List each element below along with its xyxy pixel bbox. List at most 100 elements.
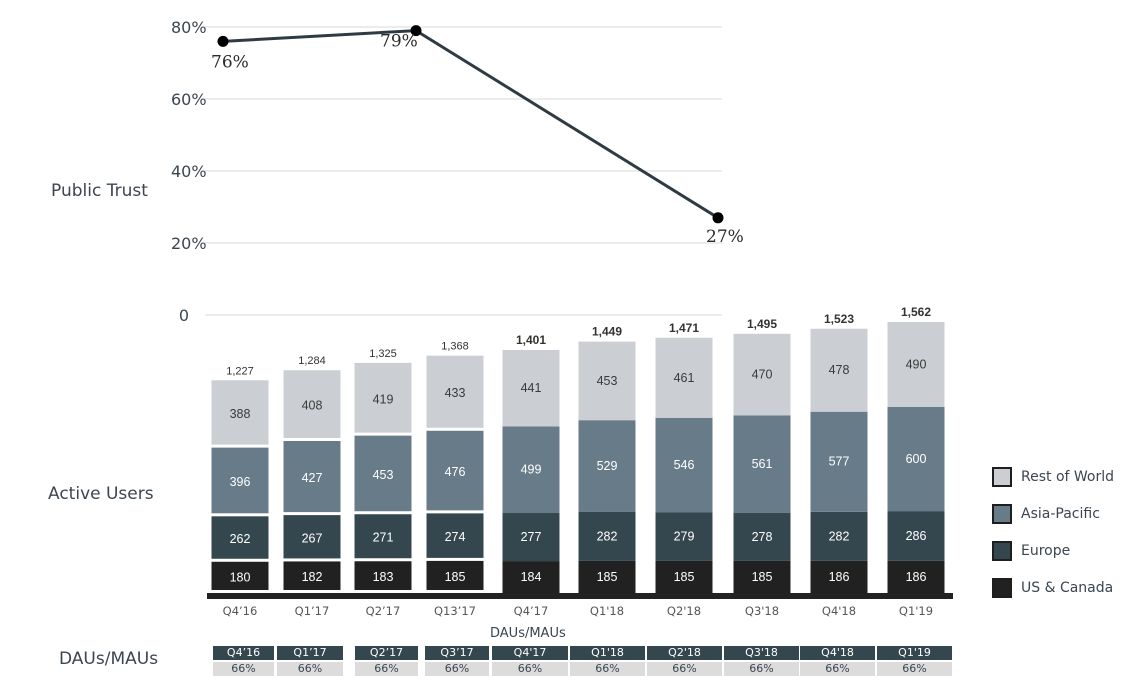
bar-segment-europe: [655, 512, 713, 561]
bar-segment-rest-of_world: [354, 362, 412, 433]
bar-segment-label: 499: [521, 463, 542, 477]
bar-segment-europe: [211, 516, 269, 559]
bar-segment-asia-pacific: [655, 417, 713, 513]
trust-line: [222, 29, 719, 220]
bar-segment-rest-of_world: [502, 349, 560, 427]
bar-segment-label: 490: [906, 358, 927, 372]
bar-total-label: 1,471: [669, 321, 699, 335]
dau-mau-label: DAUs/MAUs: [59, 649, 159, 669]
legend-label: US & Canada: [1021, 579, 1114, 596]
dau-mau-quarter: Q3’17: [425, 646, 489, 660]
x-tick-label: Q4’16: [223, 604, 258, 618]
dau-mau-column: Q2’17 66%: [355, 646, 418, 676]
dau-mau-value: 66%: [570, 662, 645, 676]
bar-segment-label: 529: [597, 459, 618, 473]
bar-segment-label: 478: [829, 363, 850, 377]
bar-segment-europe: [887, 511, 945, 561]
dau-mau-column: Q4'18 66%: [800, 646, 875, 676]
dau-mau-value: 66%: [647, 662, 722, 676]
x-tick-label: Q1’17: [295, 604, 330, 618]
bar-segment-us-canada: [283, 561, 341, 590]
bar-segment-us-canada: [211, 561, 269, 590]
dau-mau-quarter: Q1'19: [877, 646, 952, 660]
bar-segment-us-canada: [502, 561, 560, 593]
bar-segment-label: 453: [597, 374, 618, 388]
legend-item-asia-pacific: Asia-Pacific: [992, 495, 1114, 532]
bar-segment-label: 476: [445, 465, 466, 479]
bar-segment-us-canada: [578, 560, 636, 593]
dau-mau-value: 66%: [800, 662, 875, 676]
legend-swatch-asia-pacific: [992, 503, 1012, 524]
x-tick-label: Q2’17: [366, 604, 401, 618]
bar-segment-asia-pacific: [887, 407, 945, 512]
bar-segment-europe: [283, 515, 341, 559]
bar-segment-label: 185: [752, 570, 773, 584]
bar-segment-rest-of_world: [810, 328, 868, 412]
bar-segment-us-canada: [887, 560, 945, 593]
dau-mau-value: 66%: [277, 662, 343, 676]
dau-mau-value: 66%: [213, 662, 274, 676]
bar-segment-europe: [354, 514, 412, 559]
public-trust-label: Public Trust: [51, 181, 148, 201]
bar-segment-label: 279: [674, 530, 695, 544]
bar-segment-label: 546: [674, 458, 695, 472]
bar-segment-label: 600: [906, 452, 927, 466]
x-tick-label: Q1'18: [590, 604, 624, 618]
bar-total-label: 1,325: [369, 348, 397, 360]
bar-segment-asia-pacific: [283, 441, 341, 513]
x-tick-label: Q1'19: [899, 604, 933, 618]
bar-segment-asia-pacific: [211, 447, 269, 514]
bar-segment-label: 282: [829, 529, 850, 543]
legend-swatch-rest-of-world: [992, 466, 1012, 487]
bar-segment-label: 561: [752, 457, 773, 471]
dau-mau-column: Q4'17 66%: [492, 646, 568, 676]
bar-segment-asia-pacific: [354, 435, 412, 512]
dau-mau-quarter: Q2'18: [647, 646, 722, 660]
bar-segment-label: 388: [230, 407, 251, 421]
legend-label: Asia-Pacific: [1021, 505, 1100, 522]
bar-segment-asia-pacific: [502, 426, 560, 514]
dau-mau-column: Q1'19 66%: [877, 646, 952, 676]
bar-total-label: 1,227: [226, 365, 254, 377]
bar-total-label: 1,401: [516, 333, 546, 347]
dau-mau-column: Q1'18 66%: [570, 646, 645, 676]
dau-mau-quarter: Q4'17: [492, 646, 568, 660]
bar-segment-rest-of_world: [283, 370, 341, 439]
bar-segment-label: 461: [674, 371, 695, 385]
bar-total-label: 1,284: [298, 355, 326, 367]
dau-mau-quarter: Q3'18: [724, 646, 799, 660]
bar-segment-rest-of_world: [426, 355, 484, 428]
legend-swatch-europe: [992, 540, 1012, 561]
bar-segment-asia-pacific: [733, 415, 791, 513]
bar-segment-asia-pacific: [426, 430, 484, 511]
bar-segment-label: 277: [521, 530, 542, 544]
y-tick-label: 40%: [171, 162, 207, 181]
bar-segment-label: 427: [302, 471, 323, 485]
dau-mau-value: 66%: [355, 662, 418, 676]
bar-segment-label: 282: [597, 529, 618, 543]
bar-segment-label: 183: [373, 570, 394, 584]
x-tick-label: Q2'18: [667, 604, 701, 618]
dau-mau-quarter: Q1'18: [570, 646, 645, 660]
bar-segment-label: 186: [906, 570, 927, 584]
bar-segment-label: 433: [445, 386, 466, 400]
bar-segment-us-canada: [733, 560, 791, 593]
bar-segment-label: 441: [521, 381, 542, 395]
legend-item-europe: Europe: [992, 532, 1114, 569]
bar-segment-label: 286: [906, 529, 927, 543]
dau-mau-column: Q2'18 66%: [647, 646, 722, 676]
bar-segment-us-canada: [354, 561, 412, 590]
bar-segment-europe: [733, 512, 791, 561]
dau-mau-value: 66%: [492, 662, 568, 676]
bar-segment-label: 180: [230, 570, 251, 584]
trust-point-label: 27%: [706, 227, 744, 247]
active-users-label: Active Users: [48, 484, 154, 504]
bar-segment-label: 184: [521, 570, 542, 584]
y-tick-label: 60%: [171, 90, 207, 109]
bar-segment-label: 185: [597, 570, 618, 584]
x-tick-label: Q4’17: [514, 604, 549, 618]
bar-total-label: 1,368: [441, 341, 469, 353]
legend-label: Europe: [1021, 542, 1071, 559]
dau-mau-column: Q4’16 66%: [213, 646, 274, 676]
trust-point-label: 79%: [380, 32, 418, 52]
